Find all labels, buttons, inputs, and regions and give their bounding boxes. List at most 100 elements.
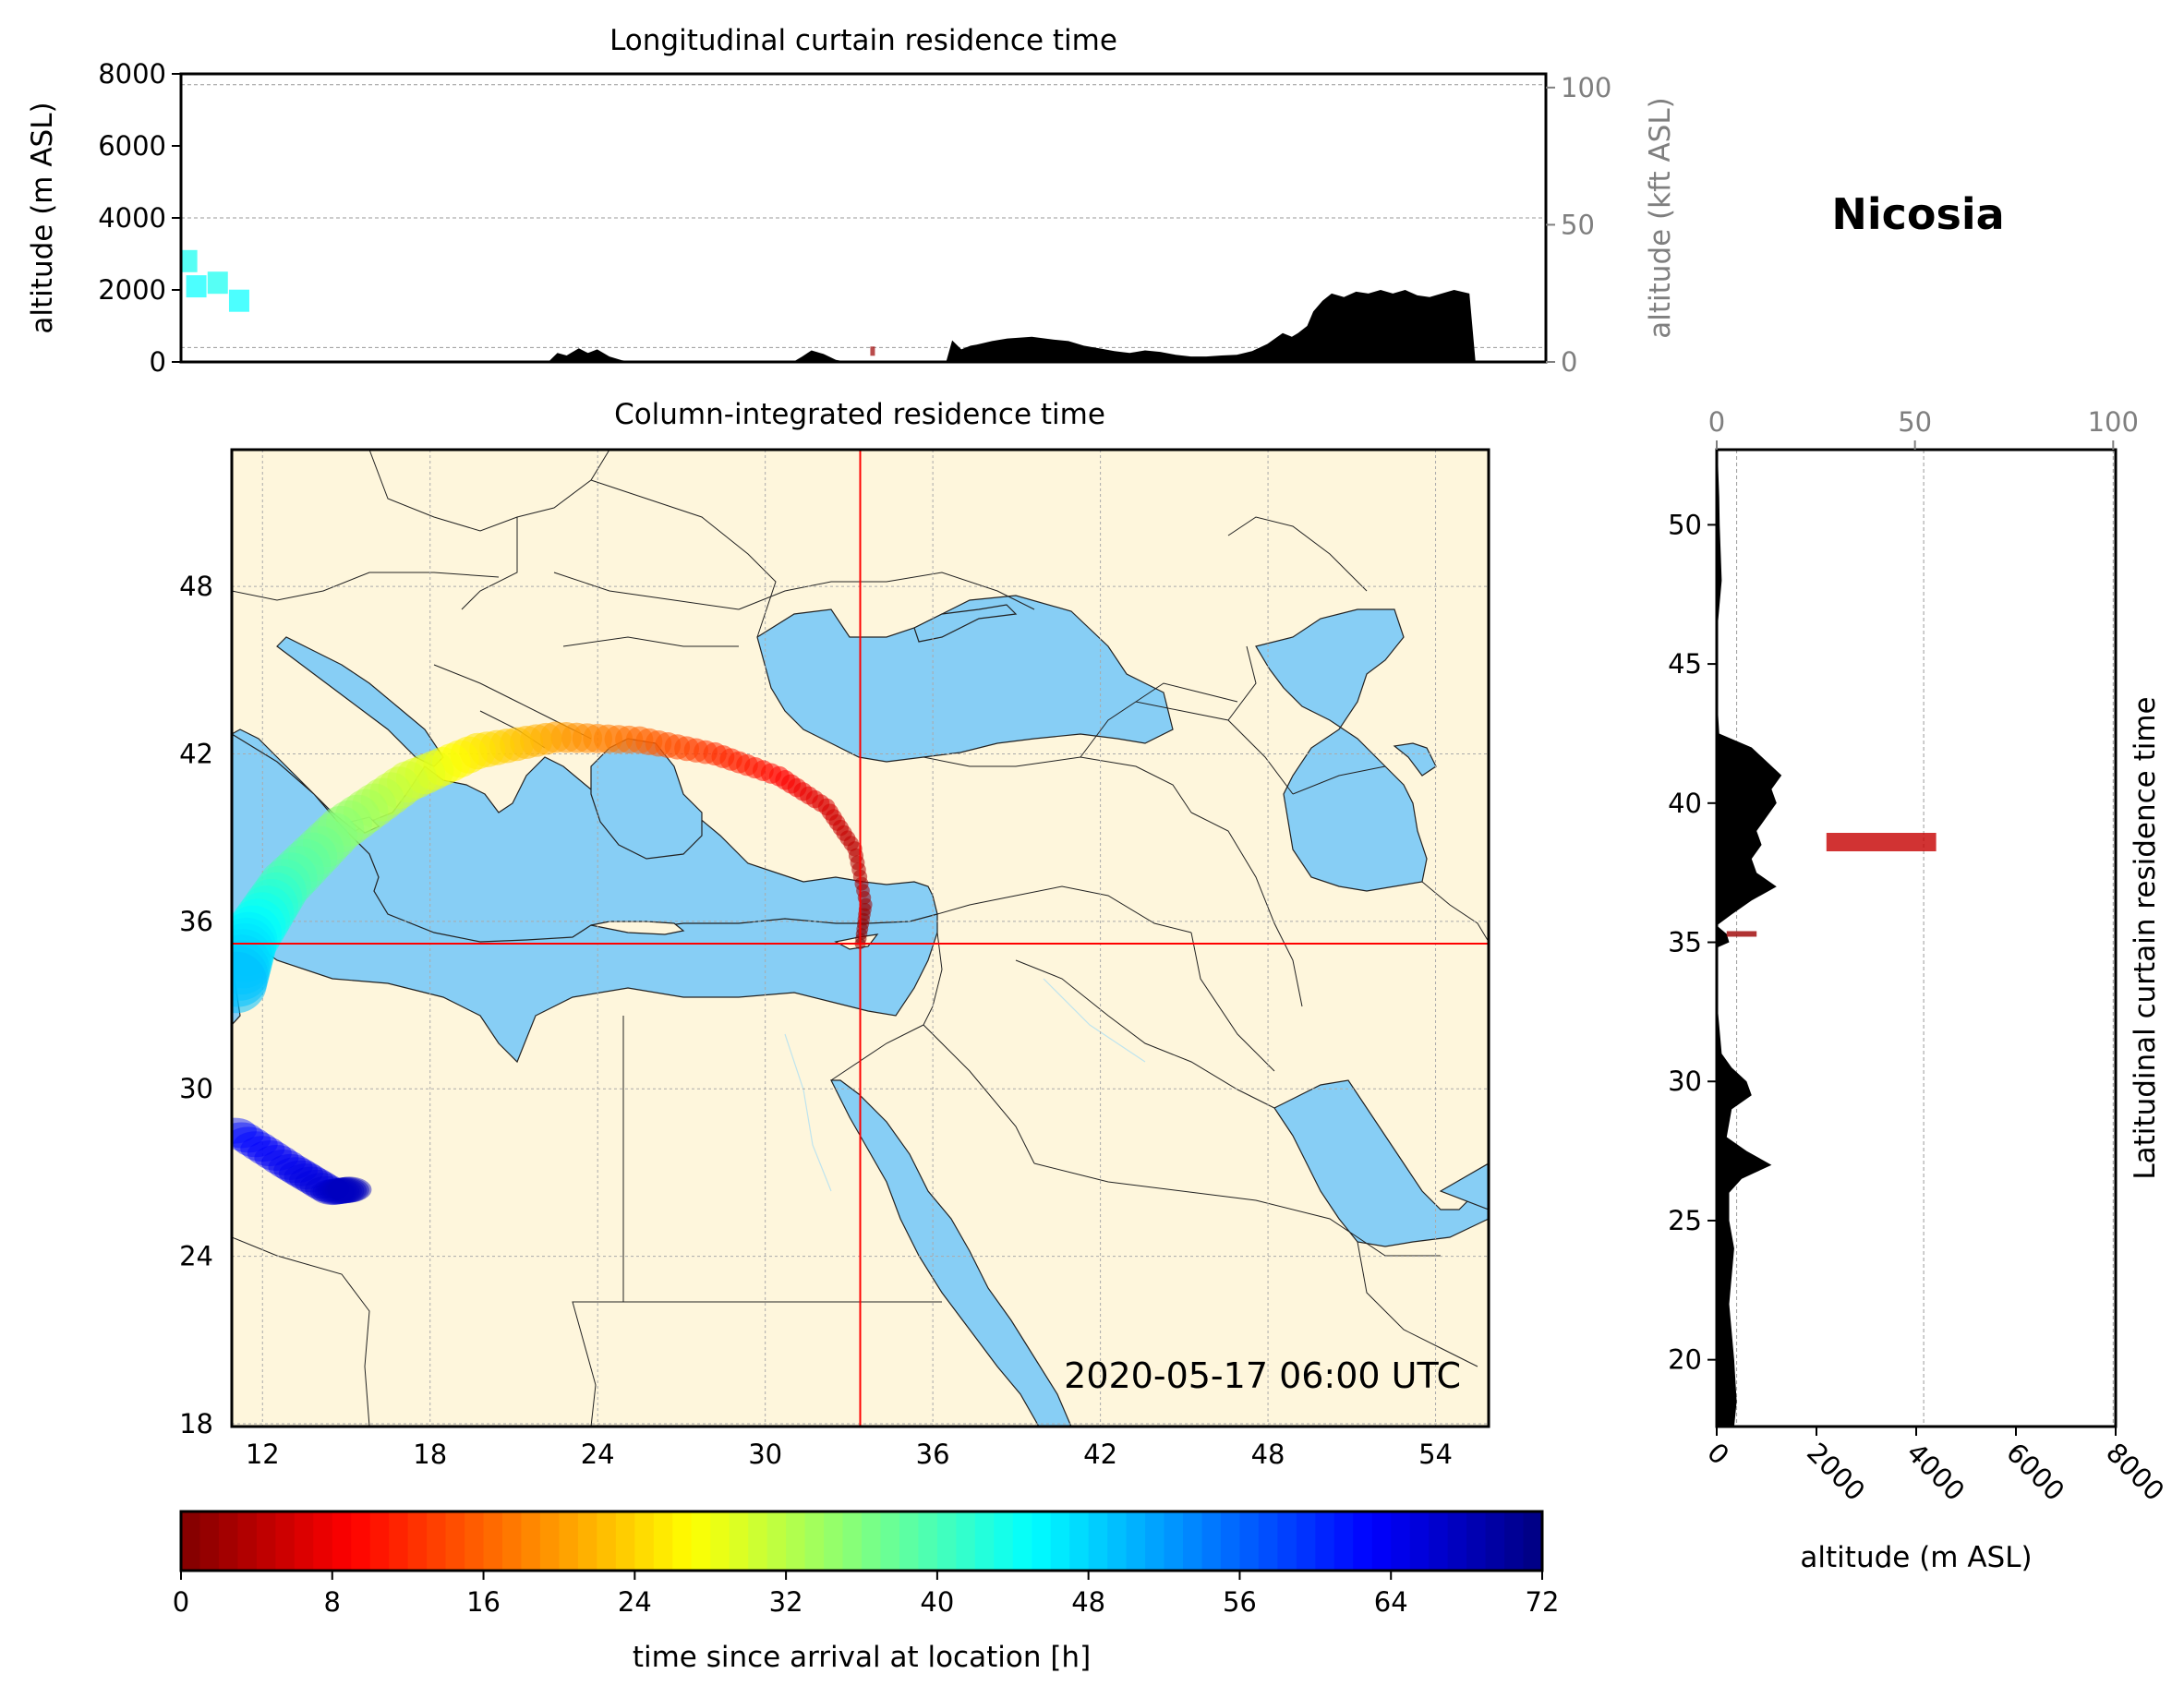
colorbar-cell (672, 1511, 693, 1571)
colorbar-cell (521, 1511, 541, 1571)
longitudinal-ytick-right-label: 100 (1561, 72, 1611, 103)
colorbar-cell (1126, 1511, 1146, 1571)
colorbar-cell (1239, 1511, 1260, 1571)
colorbar-cell (1183, 1511, 1203, 1571)
colorbar-tick-label: 16 (466, 1586, 501, 1618)
colorbar-cell (936, 1511, 957, 1571)
colorbar-cell (862, 1511, 882, 1571)
colorbar-cell (407, 1511, 428, 1571)
map-y-ticks: 18 24 30 36 42 48 (179, 571, 213, 1439)
blue-patch-segment (232, 1126, 271, 1153)
map-rivers (784, 978, 1146, 1192)
plume-segment (232, 951, 268, 1014)
longitudinal-y-ticks: 0 2000 4000 6000 8000 (98, 58, 181, 378)
blue-patch-segment (261, 1150, 306, 1175)
colorbar-cells (181, 1511, 1543, 1571)
colorbar-cell (1523, 1511, 1543, 1571)
colorbar-cell (1429, 1511, 1449, 1571)
colorbar-cell (445, 1511, 465, 1571)
longitudinal-ytick-label: 2000 (98, 274, 166, 306)
colorbar-tick-label: 32 (769, 1586, 803, 1618)
colorbar-cell (824, 1511, 844, 1571)
colorbar-cell (880, 1511, 900, 1571)
map-xtick-label: 36 (916, 1439, 950, 1470)
map-ytick-label: 36 (179, 906, 213, 937)
blue-patch-segment (284, 1163, 329, 1190)
colorbar-cell (369, 1511, 390, 1571)
colorbar-cell (294, 1511, 314, 1571)
latitudinal-residence (1726, 833, 1937, 937)
longitudinal-ytick-label: 0 (150, 346, 166, 378)
blue-patch-segment (273, 1157, 319, 1184)
colorbar-cell (1371, 1511, 1392, 1571)
colorbar-cell (899, 1511, 920, 1571)
colorbar-cell (653, 1511, 673, 1571)
blue-patch-segment (312, 1178, 357, 1205)
colorbar-cell (256, 1511, 276, 1571)
colorbar-cell (1088, 1511, 1108, 1571)
colorbar-cell (634, 1511, 655, 1571)
latitudinal-xlabel: altitude (m ASL) (1800, 1541, 2032, 1574)
colorbar-cell (691, 1511, 711, 1571)
longitudinal-residence-cell (186, 275, 207, 298)
colorbar-cell (748, 1511, 768, 1571)
blue-patch-segment (232, 1122, 264, 1149)
blue-patch-segment (309, 1179, 355, 1206)
colorbar-cell (710, 1511, 730, 1571)
map-ytick-label: 48 (179, 571, 213, 602)
map-ytick-label: 24 (179, 1241, 213, 1272)
latitudinal-ytick-label: 50 (1668, 509, 1702, 540)
colorbar-cell (994, 1511, 1014, 1571)
colorbar-cell (427, 1511, 447, 1571)
latitudinal-residence-bar (1726, 931, 1757, 937)
map-borders (232, 450, 1489, 1427)
colorbar-cell (804, 1511, 825, 1571)
colorbar-cell (1485, 1511, 1505, 1571)
blue-patch-segment (289, 1166, 334, 1193)
latitudinal-ytick-label: 45 (1668, 648, 1702, 680)
latitudinal-xtick-top-label: 100 (2088, 406, 2139, 438)
adriatic-sea (276, 636, 444, 767)
blue-patch-segment (247, 1140, 292, 1167)
blue-patch-segment (233, 1131, 278, 1158)
longitudinal-grid (181, 84, 1546, 348)
blue-patch-segment (278, 1160, 323, 1186)
colorbar-cell (1164, 1511, 1184, 1571)
map-xtick-label: 24 (581, 1439, 615, 1470)
map-x-ticks: 12 18 24 30 36 42 48 54 (246, 1439, 1453, 1470)
colorbar-ticks: 0 8 16 24 32 40 48 56 64 72 (173, 1571, 1560, 1618)
latitudinal-xtick-label: 2000 (1801, 1437, 1871, 1507)
blue-patch-segment (324, 1176, 369, 1203)
colorbar-cell (842, 1511, 863, 1571)
longitudinal-residence (181, 249, 875, 356)
colorbar-cell (1220, 1511, 1241, 1571)
latitudinal-ytick-label: 30 (1668, 1066, 1702, 1097)
latitudinal-y-ticks: 20 25 30 35 40 45 50 (1668, 509, 1717, 1376)
blue-patch-segment (322, 1177, 368, 1204)
colorbar-cell (1409, 1511, 1430, 1571)
colorbar-cell (1466, 1511, 1487, 1571)
colorbar-cell (1258, 1511, 1278, 1571)
colorbar-cell (1353, 1511, 1373, 1571)
blue-patch-segment (317, 1177, 362, 1204)
map-title: Column-integrated residence time (614, 398, 1105, 431)
latitudinal-residence-bar (1826, 833, 1937, 852)
colorbar-cell (351, 1511, 371, 1571)
colorbar-label: time since arrival at location [h] (633, 1641, 1091, 1674)
longitudinal-ylabel-right: altitude (kft ASL) (1644, 97, 1677, 338)
blue-patch-segment (254, 1145, 299, 1171)
colorbar-cell (181, 1511, 201, 1571)
colorbar-cell (1032, 1511, 1052, 1571)
sea-of-azov (913, 604, 1018, 643)
colorbar-cell (956, 1511, 976, 1571)
latitudinal-x-ticks: 0 2000 4000 6000 8000 (1701, 1427, 2170, 1507)
latitudinal-xtick-label: 6000 (2000, 1437, 2070, 1507)
colorbar-cell (275, 1511, 296, 1571)
colorbar-tick-label: 72 (1526, 1586, 1560, 1618)
colorbar-cell (1315, 1511, 1335, 1571)
colorbar-cell (1296, 1511, 1316, 1571)
colorbar-cell (483, 1511, 503, 1571)
colorbar-tick-label: 40 (920, 1586, 954, 1618)
longitudinal-residence-cell (181, 249, 198, 272)
colorbar-cell (559, 1511, 579, 1571)
